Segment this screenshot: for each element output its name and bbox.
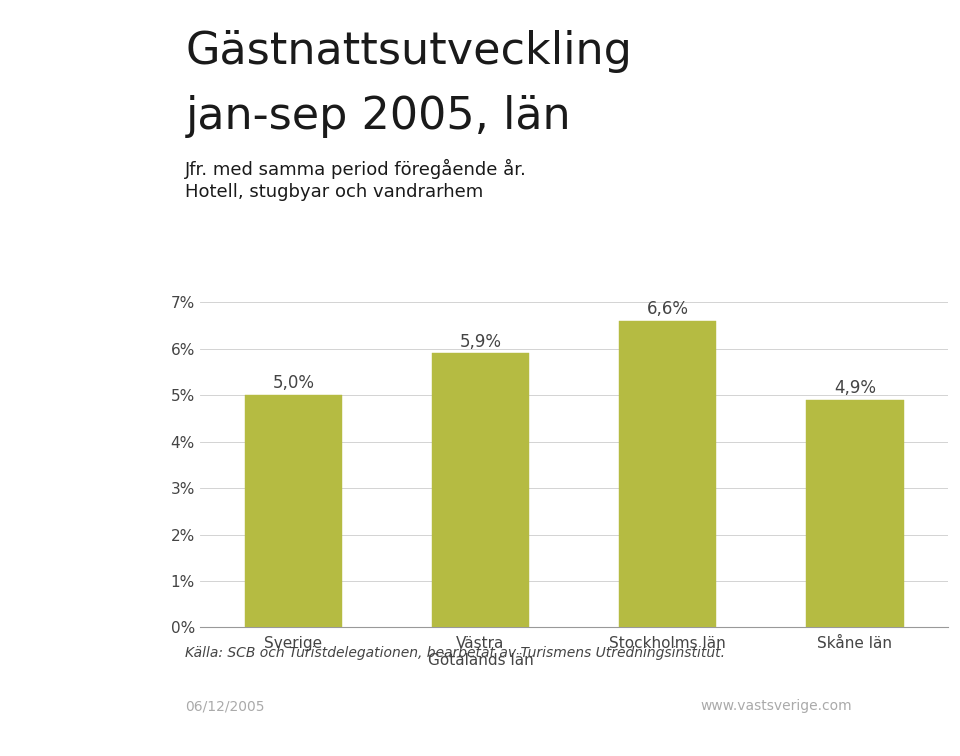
Text: Hotell, stugbyar och vandrarhem: Hotell, stugbyar och vandrarhem <box>185 183 484 201</box>
Text: Gästnattsutveckling: Gästnattsutveckling <box>185 30 632 73</box>
Text: 4,9%: 4,9% <box>834 380 876 397</box>
Bar <box>619 321 716 627</box>
Text: 7: 7 <box>917 702 932 722</box>
Text: Jfr. med samma period föregående år.: Jfr. med samma period föregående år. <box>185 159 527 179</box>
Text: jan-sep 2005, län: jan-sep 2005, län <box>185 94 571 138</box>
Text: 6,6%: 6,6% <box>647 300 688 318</box>
Bar <box>432 354 529 627</box>
Bar <box>245 395 342 627</box>
Text: 5,0%: 5,0% <box>273 374 314 392</box>
Text: 5,9%: 5,9% <box>460 333 501 351</box>
Text: Källa: SCB och Turistdelegationen, bearbetat av Turismens Utredningsinstitut.: Källa: SCB och Turistdelegationen, bearb… <box>185 646 726 661</box>
Text: 06/12/2005: 06/12/2005 <box>185 699 265 714</box>
Bar <box>806 400 903 627</box>
Text: www.vastsverige.com: www.vastsverige.com <box>701 699 852 714</box>
